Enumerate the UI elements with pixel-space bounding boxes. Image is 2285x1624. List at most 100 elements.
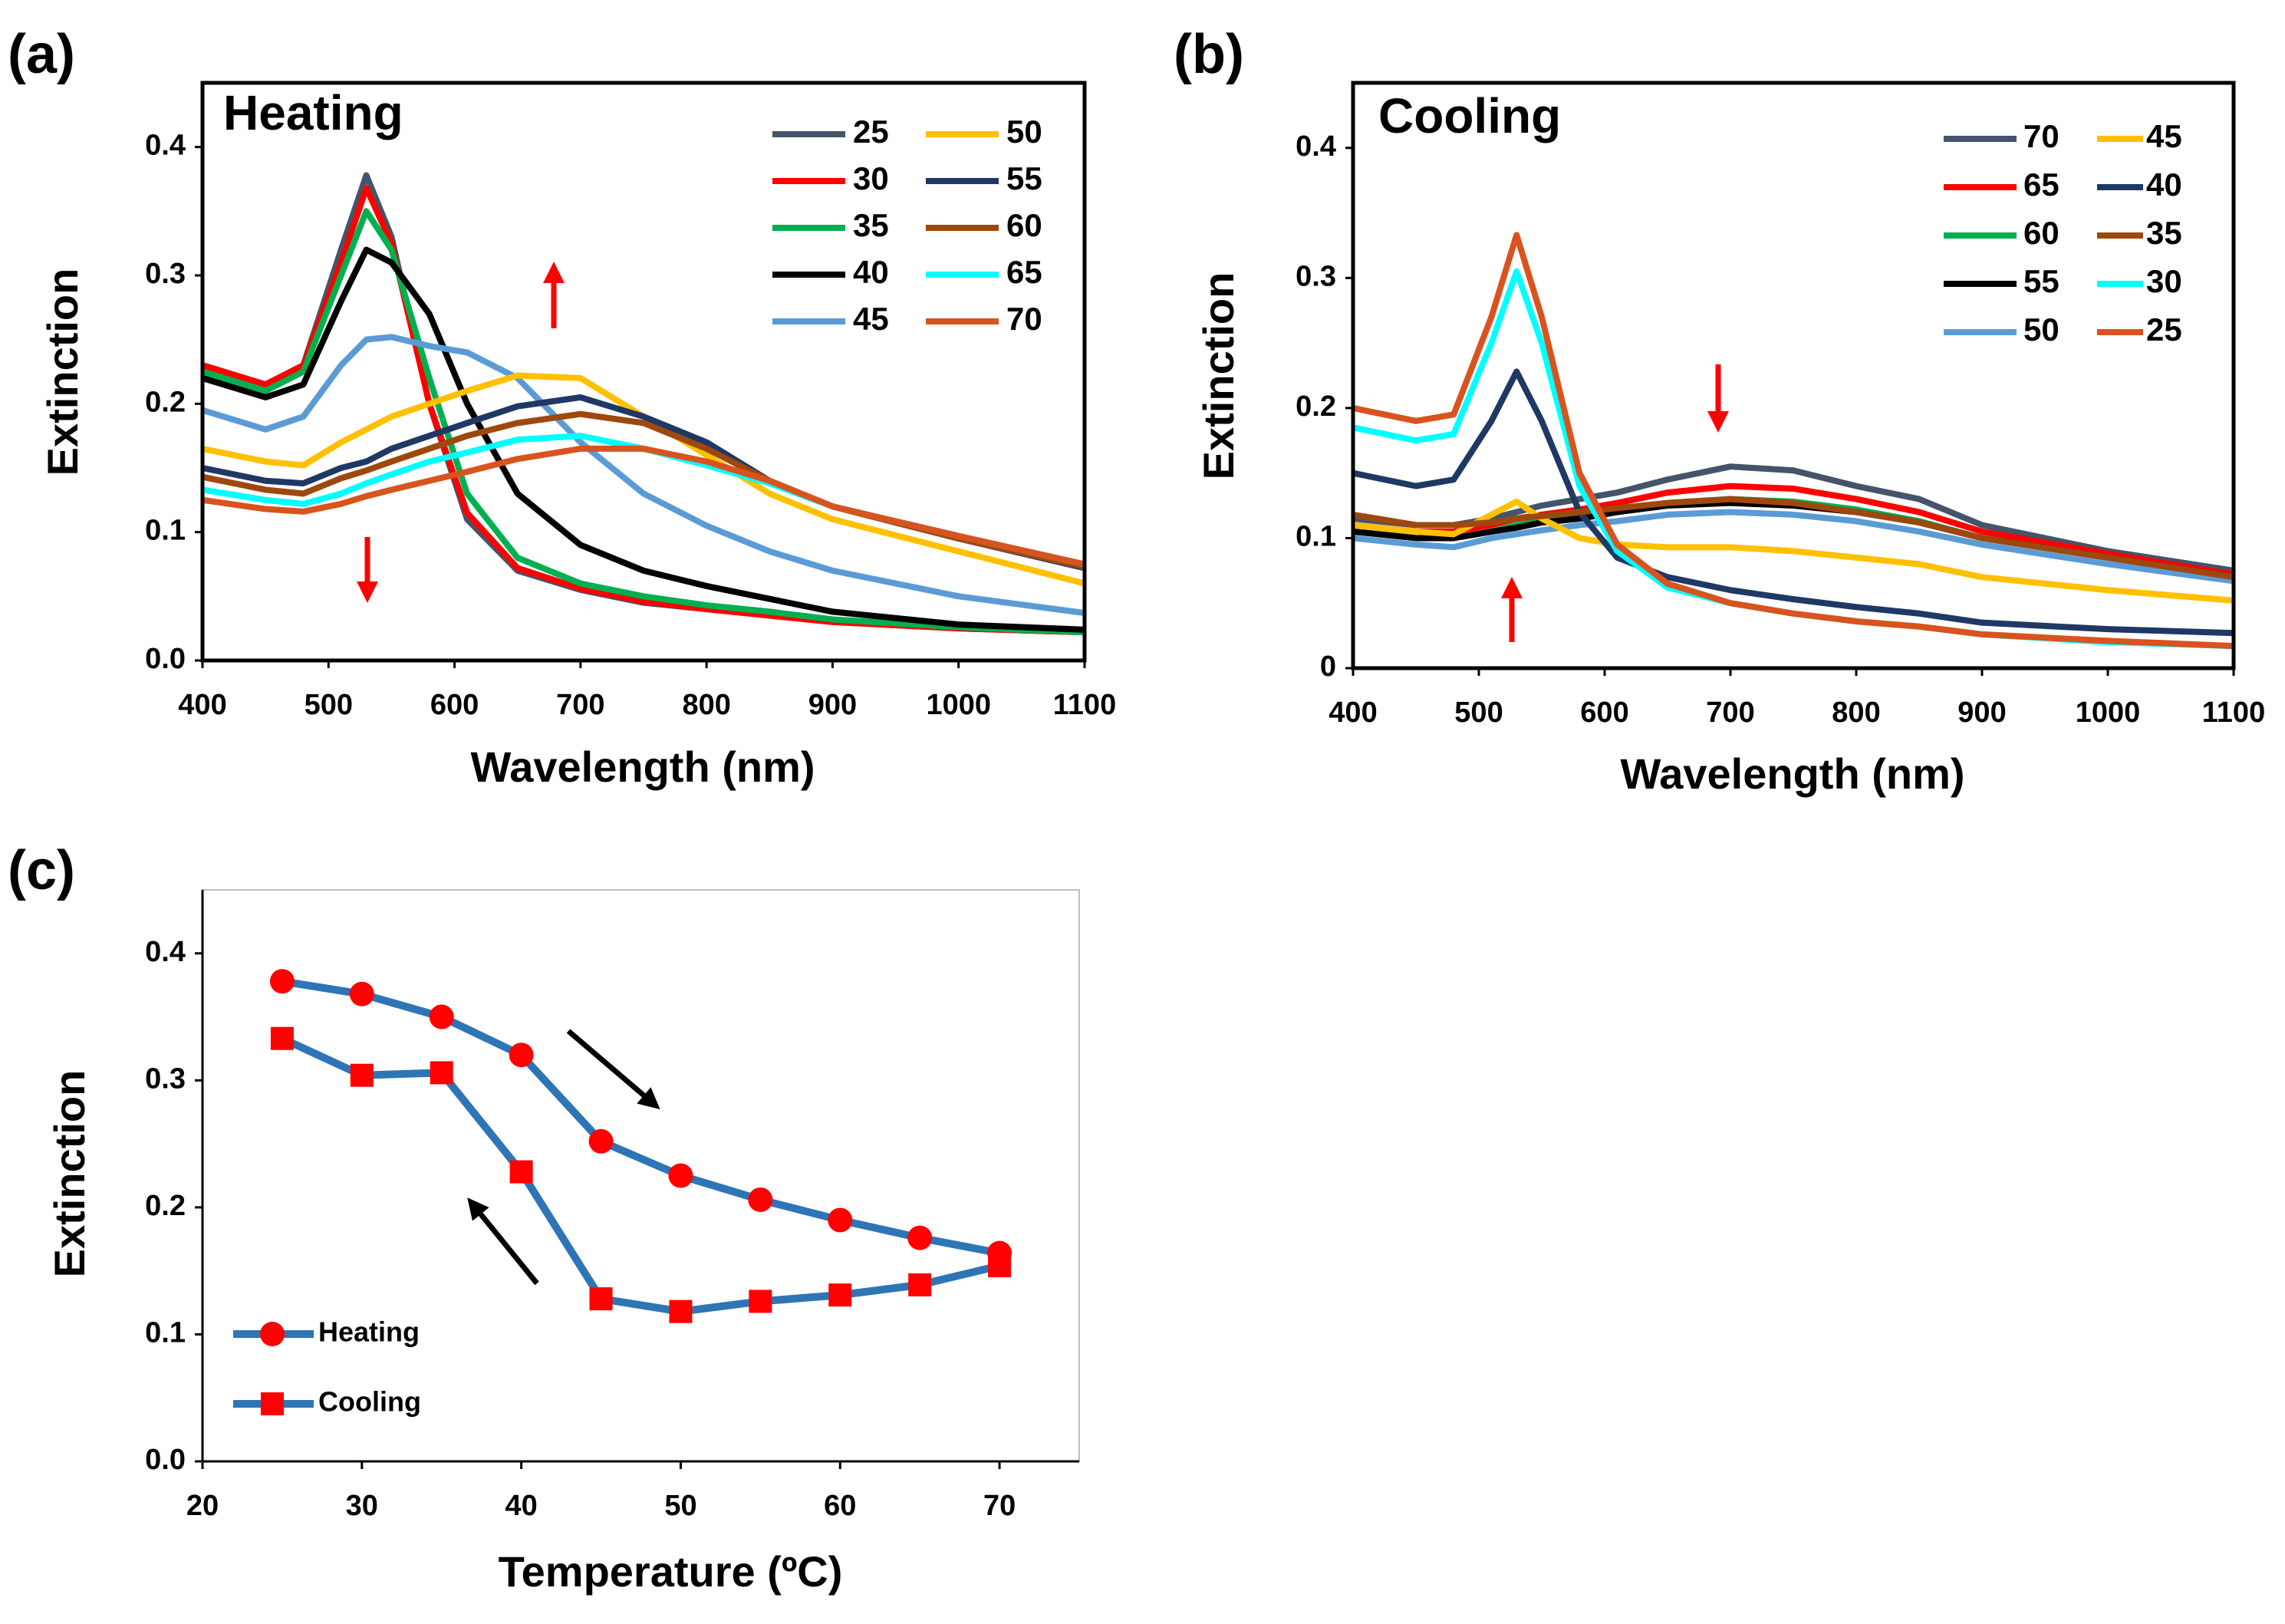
marker [749,1290,772,1313]
y-tick-label: 0.2 [1296,390,1336,423]
legend-label: 70 [2023,118,2059,154]
x-tick-label: 600 [430,689,479,721]
marker [908,1273,932,1296]
y-axis-title: Extinction [1194,272,1243,480]
x-tick-label: 40 [505,1490,537,1522]
series-line [1352,483,2234,578]
series-line [202,445,1085,568]
legend-label: 40 [853,254,889,290]
x-tick-label: 700 [556,689,604,721]
y-tick-label: 0 [1320,651,1336,683]
plot-frame [202,889,1080,1462]
x-tick-label: 800 [682,689,730,721]
series-line [201,208,1085,636]
legend-label: 55 [1006,160,1042,196]
panel-label: (c) [8,840,75,901]
marker [429,1004,454,1029]
series-line [201,172,1085,636]
x-tick-label: 70 [983,1490,1016,1522]
x-tick-label: 60 [824,1490,856,1522]
y-tick-label: 0.4 [145,936,186,968]
y-tick-label: 0.3 [145,258,186,290]
marker [430,1061,453,1085]
panel: (b) Cooling Wavelength (nm) Extinction 0 0.1 0… [1174,24,2265,798]
panel: (a) Heating Wavelength (nm) Extinction 0.0 0.… [8,24,1116,791]
legend-label: 65 [1006,254,1042,290]
marker [669,1300,693,1323]
marker [828,1283,852,1307]
series-line [202,372,1085,587]
x-axis-title: Wavelength (nm) [470,743,815,791]
legend-label: 70 [1006,301,1042,337]
x-tick-label: 1100 [2202,697,2265,729]
x-tick-label: 1000 [2076,697,2141,729]
x-tick-label: 600 [1580,697,1628,729]
marker [350,1063,374,1087]
plot-title: Heating [223,85,403,140]
y-tick-label: 0.2 [145,1190,186,1222]
y-tick-label: 0.3 [145,1062,186,1095]
legend-label: 50 [1006,114,1042,150]
y-tick-label: 0.0 [145,1444,186,1476]
marker [988,1254,1012,1278]
y-tick-label: 0.1 [145,1316,186,1349]
legend-label: 35 [2146,215,2182,251]
series-line [1352,496,2234,581]
y-axis-title: Extinction [45,1070,94,1278]
legend-label: 45 [853,301,889,337]
marker [668,1163,693,1188]
x-tick-label: 900 [808,689,857,721]
arrow-cooling [467,1197,539,1286]
legend-marker [261,1392,284,1415]
x-tick-label: 30 [346,1490,378,1522]
series-line [201,334,1085,617]
y-tick-label: 0.1 [1296,520,1336,552]
legend-label: 35 [853,207,889,243]
x-tick-label: 400 [1329,697,1377,729]
plot-frame [200,81,1087,663]
y-tick-label: 0.4 [1296,130,1336,163]
legend-label: 30 [853,160,889,196]
series-line [201,185,1085,636]
y-tick-label: 0.0 [145,643,186,675]
plot-frame [1351,81,2236,670]
x-tick-label: 1100 [1053,689,1116,721]
marker [589,1287,613,1311]
legend-label: 60 [2023,215,2059,251]
legend-label: 25 [2146,311,2182,348]
legend-label: 65 [2023,166,2059,203]
x-tick-label: 800 [1832,697,1880,729]
x-tick-label: 1000 [926,689,991,721]
series-line [1352,232,2234,650]
legend-label: 40 [2146,166,2182,203]
marker [270,1026,294,1050]
marker [269,969,295,994]
arrows [357,262,1729,1286]
x-tick-label: 400 [178,689,226,721]
marker [588,1128,614,1154]
marker [828,1207,853,1233]
marker [509,1160,533,1184]
marker [509,1043,534,1068]
y-tick-label: 0.1 [145,515,186,547]
series-line [280,1035,1001,1316]
legend-label: 60 [1006,207,1042,243]
series-line [201,246,1085,633]
legend-label: Cooling [318,1386,421,1418]
legend-label: Heating [318,1316,420,1348]
legend-label: 50 [2023,311,2059,348]
series-line [202,433,1085,568]
x-tick-label: 700 [1706,697,1754,729]
legend-label: 55 [2023,263,2059,299]
marker [349,981,374,1006]
x-tick-label: 500 [305,689,353,721]
y-tick-label: 0.3 [1296,260,1336,292]
x-tick-label: 20 [186,1490,219,1522]
arrow-heating [566,1029,660,1110]
x-tick-label: 900 [1957,697,2006,729]
marker [748,1187,773,1212]
x-tick-label: 500 [1454,697,1503,729]
panel: (c) Temperature (ºC) Extinction 0.0 0.1 0.2 0.… [8,840,1080,1596]
x-tick-label: 50 [664,1490,696,1522]
